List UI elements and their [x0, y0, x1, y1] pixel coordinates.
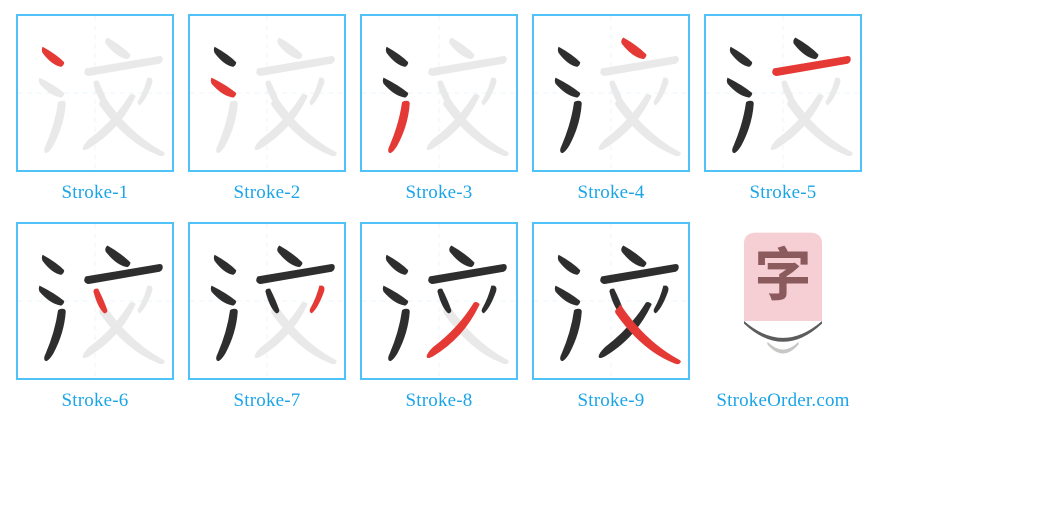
- caption-1: Stroke-1: [61, 182, 128, 204]
- tile-9: [532, 222, 690, 380]
- caption-7: Stroke-7: [233, 390, 300, 412]
- caption-9: Stroke-9: [577, 390, 644, 412]
- caption-3: Stroke-3: [405, 182, 472, 204]
- caption-6: Stroke-6: [61, 390, 128, 412]
- stroke-step-3: Stroke-3: [360, 14, 518, 204]
- caption-4: Stroke-4: [577, 182, 644, 204]
- glyph-svg: [190, 16, 344, 170]
- empty-slot-r1c6: [876, 14, 1034, 204]
- caption-2: Stroke-2: [233, 182, 300, 204]
- stroke-step-2: Stroke-2: [188, 14, 346, 204]
- tile-8: [360, 222, 518, 380]
- site-label: StrokeOrder.com: [716, 390, 849, 412]
- caption-5: Stroke-5: [749, 182, 816, 204]
- tile-7: [188, 222, 346, 380]
- pencil-logo-icon: 字: [718, 230, 848, 373]
- tile-4: [532, 14, 690, 172]
- empty-slot-r2c6: [876, 222, 1034, 412]
- tile-3: [360, 14, 518, 172]
- tile-1: [16, 14, 174, 172]
- logo-glyph: 字: [754, 230, 811, 312]
- tile-2: [188, 14, 346, 172]
- caption-8: Stroke-8: [405, 390, 472, 412]
- site-logo: 字: [704, 222, 862, 380]
- stroke-step-8: Stroke-8: [360, 222, 518, 412]
- faint-all-strokes: [39, 38, 165, 157]
- stroke-step-4: Stroke-4: [532, 14, 690, 204]
- tile-5: [704, 14, 862, 172]
- glyph-svg: [18, 16, 172, 170]
- stroke-step-9: Stroke-9: [532, 222, 690, 412]
- stroke-step-6: Stroke-6: [16, 222, 174, 412]
- stroke-step-7: Stroke-7: [188, 222, 346, 412]
- stroke-step-1: Stroke-1: [16, 14, 174, 204]
- active-stroke: [42, 47, 64, 67]
- stroke-order-grid: Stroke-1 Stroke-2: [16, 14, 1034, 412]
- stroke-step-5: Stroke-5: [704, 14, 862, 204]
- tile-6: [16, 222, 174, 380]
- site-logo-cell: 字 StrokeOrder.com: [704, 222, 862, 412]
